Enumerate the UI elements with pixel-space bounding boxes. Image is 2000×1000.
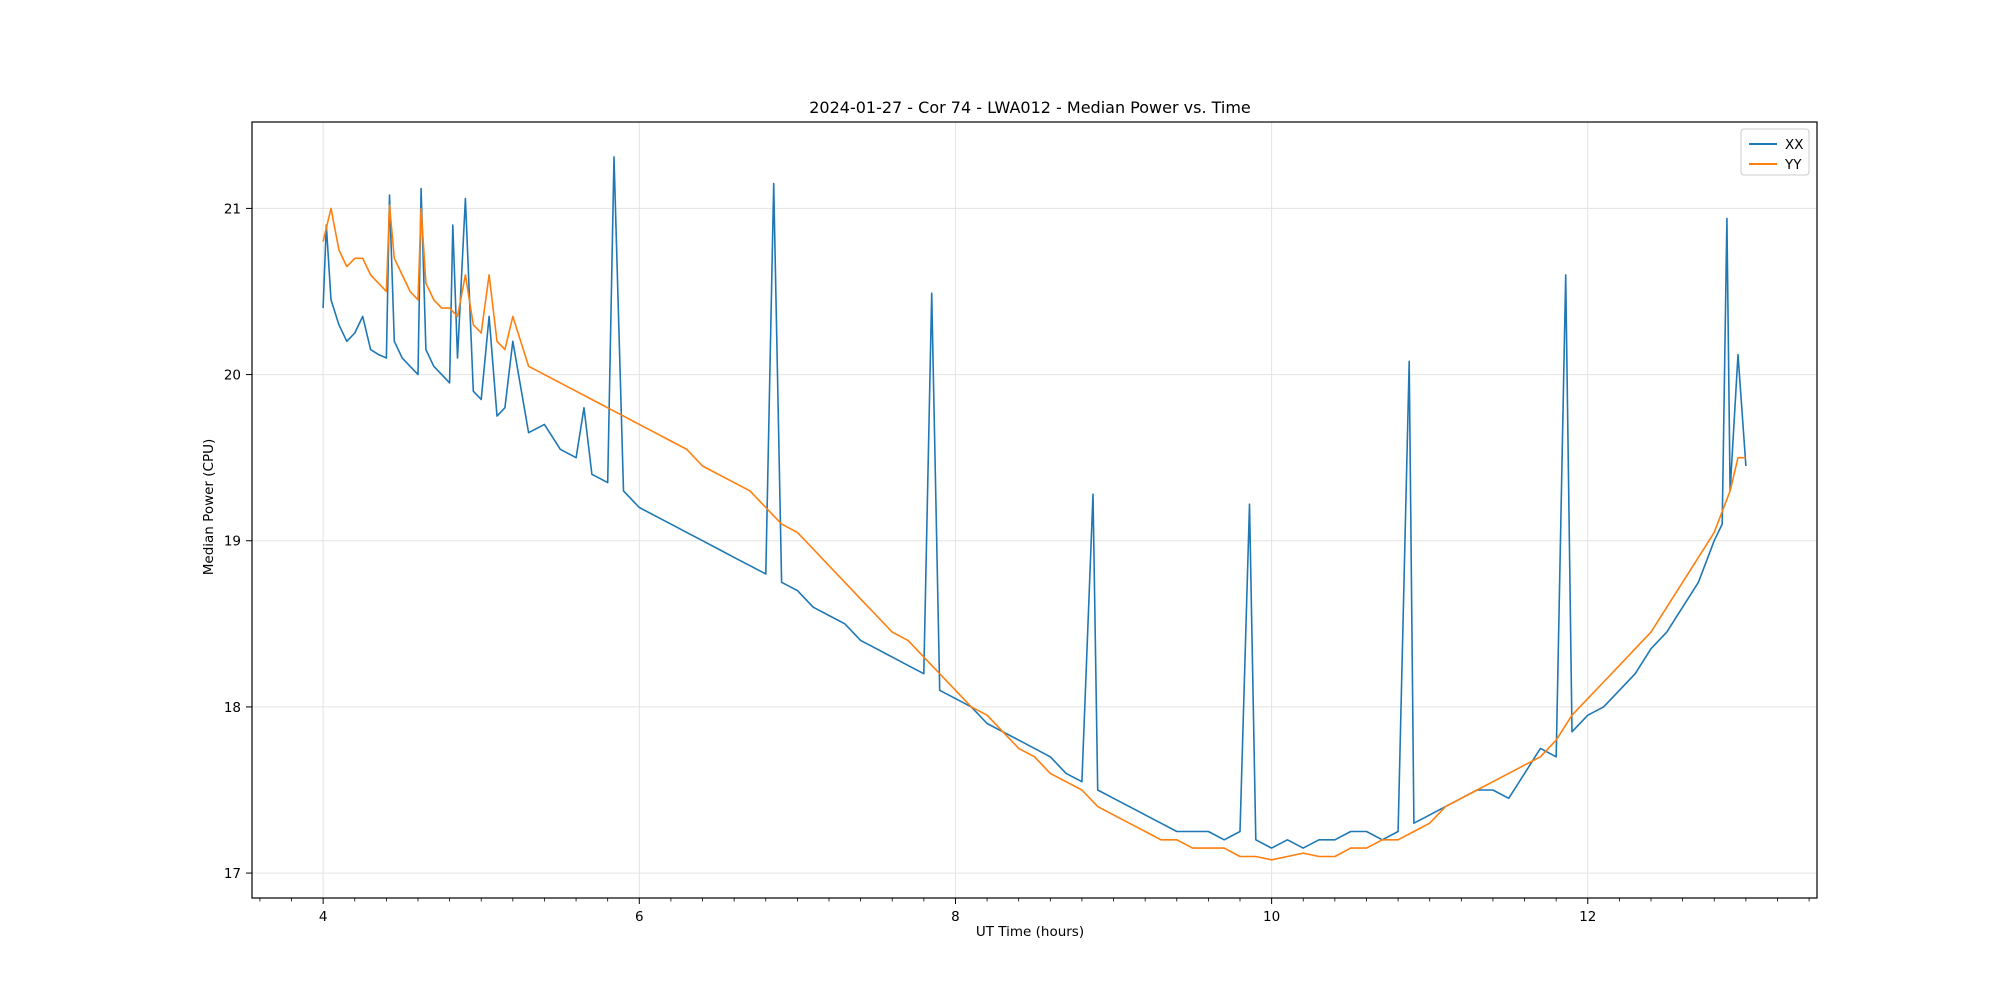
series-layer <box>322 156 1747 861</box>
x-tick-label: 8 <box>951 909 960 925</box>
legend[interactable]: XX YY <box>1740 128 1810 176</box>
x-tick-label: 10 <box>1263 909 1280 925</box>
legend-label-yy: YY <box>1784 157 1802 173</box>
x-axis-label: UT Time (hours) <box>976 924 1084 940</box>
y-tick-label: 20 <box>224 368 241 384</box>
x-tick-label: 6 <box>635 909 644 925</box>
x-tick-label: 12 <box>1579 909 1596 925</box>
chart-title: 2024-01-27 - Cor 74 - LWA012 - Median Po… <box>809 98 1251 117</box>
y-axis-label: Median Power (CPU) <box>201 439 217 575</box>
y-tick-label: 18 <box>224 700 241 716</box>
axis-ticks: 4 6 8 10 12 17 18 19 20 21 <box>224 201 1810 925</box>
grid <box>252 122 1817 898</box>
series-line-yy <box>322 204 1746 861</box>
y-tick-label: 19 <box>224 534 241 550</box>
legend-label-xx: XX <box>1785 137 1804 153</box>
y-tick-label: 17 <box>224 866 241 882</box>
series-line-xx <box>322 156 1747 849</box>
y-tick-label: 21 <box>224 201 241 217</box>
plot-frame <box>251 121 1818 899</box>
x-tick-label: 4 <box>319 909 328 925</box>
